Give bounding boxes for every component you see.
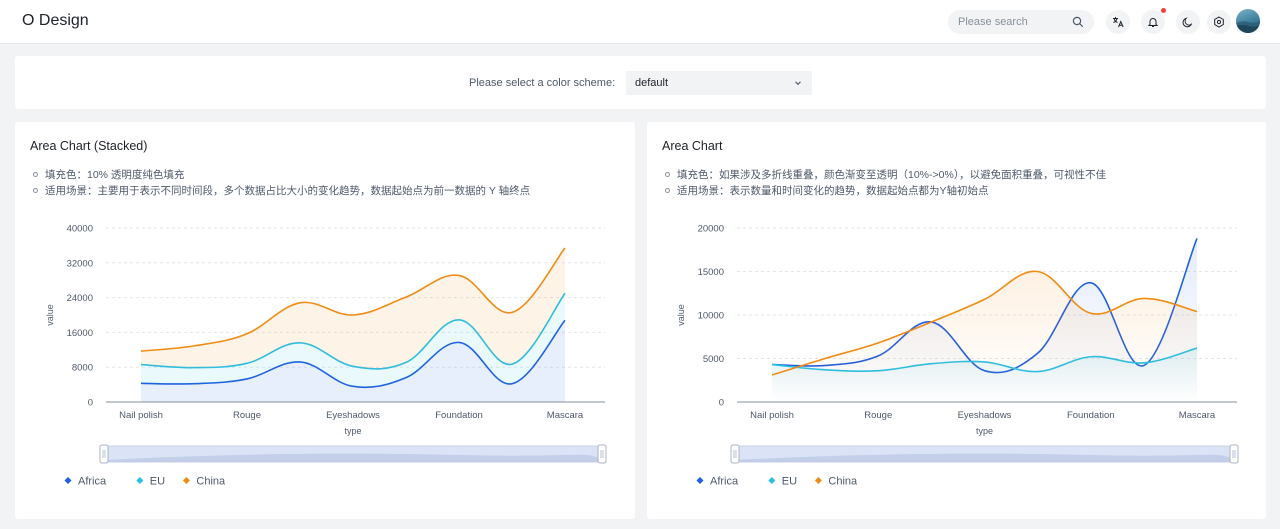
legend-item-africa[interactable]: Africa bbox=[64, 476, 108, 488]
legend-label: China bbox=[196, 476, 226, 488]
legend-marker bbox=[136, 477, 144, 484]
color-scheme-label: Please select a color scheme: bbox=[469, 77, 616, 89]
chart-note: 填充色：如果涉及多折线重叠，颜色渐变至透明（10%->0%），以避免面积重叠，可… bbox=[665, 167, 1106, 182]
legend-item-china[interactable]: China bbox=[814, 476, 858, 488]
x-tick-label: Eyeshadows bbox=[958, 410, 1012, 421]
y-tick-label: 32000 bbox=[67, 258, 93, 269]
zoom-slider-preview bbox=[735, 453, 1234, 462]
top-header: O Design bbox=[0, 0, 1280, 44]
y-tick-label: 20000 bbox=[698, 224, 724, 235]
legend-marker bbox=[768, 477, 776, 484]
color-scheme-value: default bbox=[635, 77, 669, 89]
x-tick-label: Rouge bbox=[864, 410, 892, 421]
line-china bbox=[771, 270, 1198, 376]
theme-toggle-button[interactable] bbox=[1176, 10, 1200, 34]
legend-label: China bbox=[828, 476, 858, 488]
legend-label: Africa bbox=[78, 476, 107, 488]
x-tick-label: Mascara bbox=[547, 410, 584, 421]
chart-title: Area Chart bbox=[662, 139, 723, 153]
y-tick-label: 0 bbox=[88, 398, 93, 409]
y-tick-label: 0 bbox=[719, 398, 724, 409]
line-eu bbox=[140, 292, 566, 370]
area-chart-card: Area Chart 填充色：如果涉及多折线重叠，颜色渐变至透明（10%->0%… bbox=[647, 122, 1266, 519]
legend-label: Africa bbox=[710, 476, 739, 488]
x-tick-label: Nail polish bbox=[119, 410, 163, 421]
bell-icon bbox=[1147, 18, 1159, 27]
y-tick-label: 40000 bbox=[67, 224, 93, 235]
notification-button[interactable] bbox=[1141, 10, 1165, 34]
x-axis-title: type bbox=[976, 426, 993, 436]
x-tick-label: Mascara bbox=[1179, 410, 1216, 421]
notification-badge bbox=[1161, 8, 1166, 13]
stacked-area-chart[interactable]: 0 8000 16000 24000 32000 40000 Nail polish Roug… bbox=[15, 122, 635, 519]
color-scheme-card: Please select a color scheme: default bbox=[15, 56, 1266, 109]
legend-marker bbox=[696, 477, 704, 484]
area-chart[interactable]: 0 5000 10000 15000 20000 Nail polish Rouge Eyes… bbox=[647, 122, 1266, 519]
language-button[interactable] bbox=[1106, 10, 1130, 34]
chart-note: 适用场景：表示数量和时间变化的趋势，数据起始点都为Y轴初始点 bbox=[665, 183, 989, 198]
legend-item-eu[interactable]: EU bbox=[136, 476, 165, 488]
chevron-down-icon bbox=[795, 81, 801, 86]
x-tick-label: Eyeshadows bbox=[326, 410, 380, 421]
legend-marker bbox=[64, 477, 72, 484]
y-tick-label: 16000 bbox=[67, 328, 93, 339]
translate-icon bbox=[1113, 17, 1124, 28]
color-scheme-select[interactable]: default bbox=[626, 71, 812, 95]
x-tick-label: Nail polish bbox=[750, 410, 794, 421]
zoom-handle-right[interactable] bbox=[1229, 444, 1239, 464]
legend-item-eu[interactable]: EU bbox=[768, 476, 797, 488]
chart-note: 适用场景：主要用于表示不同时间段，多个数据占比大小的变化趋势，数据起始点为前一数… bbox=[33, 183, 530, 198]
line-china bbox=[140, 247, 566, 352]
line-africa bbox=[140, 319, 566, 389]
search-icon[interactable] bbox=[1072, 16, 1084, 28]
y-axis-title: value bbox=[676, 304, 686, 326]
area-china bbox=[141, 248, 565, 369]
search-input[interactable] bbox=[958, 10, 1068, 34]
legend-marker bbox=[814, 477, 822, 484]
y-axis-title: value bbox=[45, 304, 55, 326]
legend-marker bbox=[182, 477, 190, 484]
x-tick-label: Rouge bbox=[233, 410, 261, 421]
zoom-handle-right[interactable] bbox=[597, 444, 607, 464]
zoom-handle-left[interactable] bbox=[730, 444, 740, 464]
y-tick-label: 5000 bbox=[703, 354, 724, 365]
zoom-slider-preview bbox=[104, 453, 602, 462]
x-tick-label: Foundation bbox=[435, 410, 483, 421]
legend-item-africa[interactable]: Africa bbox=[696, 476, 740, 488]
moon-icon bbox=[1182, 17, 1192, 28]
settings-icon bbox=[1214, 16, 1224, 28]
chart-title: Area Chart (Stacked) bbox=[30, 139, 148, 153]
y-tick-label: 24000 bbox=[67, 293, 93, 304]
legend-label: EU bbox=[782, 476, 797, 488]
area-china bbox=[772, 271, 1197, 402]
legend-label: EU bbox=[150, 476, 165, 488]
x-tick-label: Foundation bbox=[1067, 410, 1115, 421]
y-tick-label: 10000 bbox=[698, 311, 724, 322]
search-box[interactable] bbox=[948, 10, 1094, 34]
area-africa bbox=[141, 320, 565, 402]
chart-note: 填充色：10% 透明度纯色填充 bbox=[33, 167, 184, 182]
avatar[interactable] bbox=[1236, 9, 1260, 33]
y-tick-label: 8000 bbox=[72, 363, 93, 374]
app-title: O Design bbox=[22, 12, 89, 29]
stacked-area-chart-card: Area Chart (Stacked) 填充色：10% 透明度纯色填充 适用场… bbox=[15, 122, 635, 519]
settings-button[interactable] bbox=[1207, 10, 1231, 34]
x-axis-title: type bbox=[344, 426, 361, 436]
legend-item-china[interactable]: China bbox=[182, 476, 226, 488]
y-tick-label: 15000 bbox=[698, 267, 724, 278]
zoom-handle-left[interactable] bbox=[99, 444, 109, 464]
